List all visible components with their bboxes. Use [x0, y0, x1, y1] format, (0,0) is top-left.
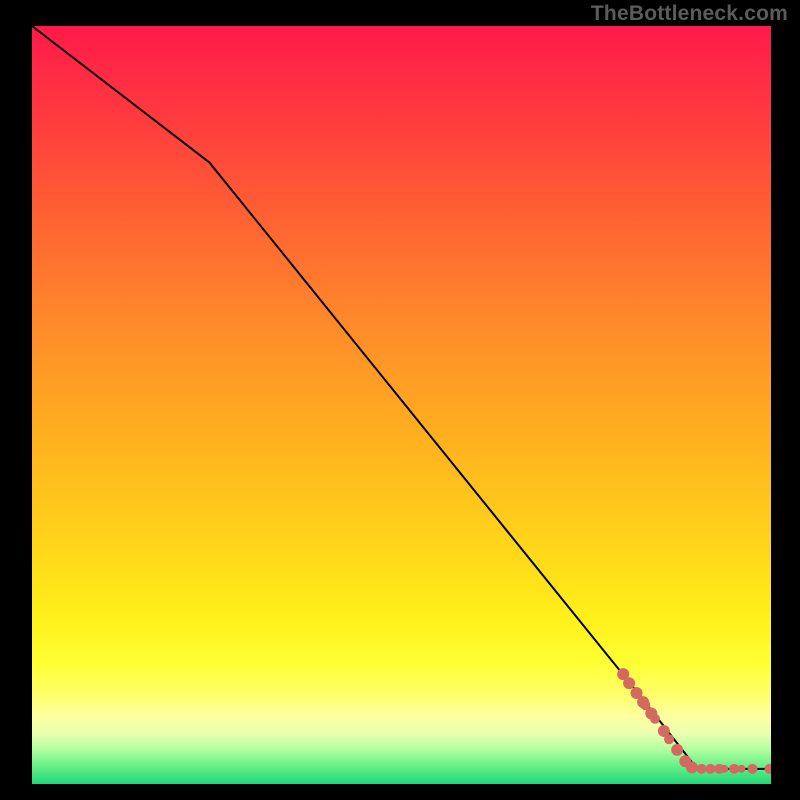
- plot-area: [32, 26, 771, 784]
- data-point: [650, 714, 660, 724]
- data-point: [664, 734, 674, 744]
- data-point: [671, 744, 683, 756]
- watermark-text: TheBottleneck.com: [591, 2, 788, 26]
- data-point: [705, 764, 715, 774]
- data-point: [686, 761, 698, 773]
- data-point: [737, 765, 745, 773]
- gradient-background: [32, 26, 771, 784]
- data-point: [623, 677, 635, 689]
- data-point: [748, 764, 758, 774]
- data-point: [720, 765, 728, 773]
- data-point: [697, 764, 707, 774]
- chart-container: TheBottleneck.com: [0, 0, 800, 800]
